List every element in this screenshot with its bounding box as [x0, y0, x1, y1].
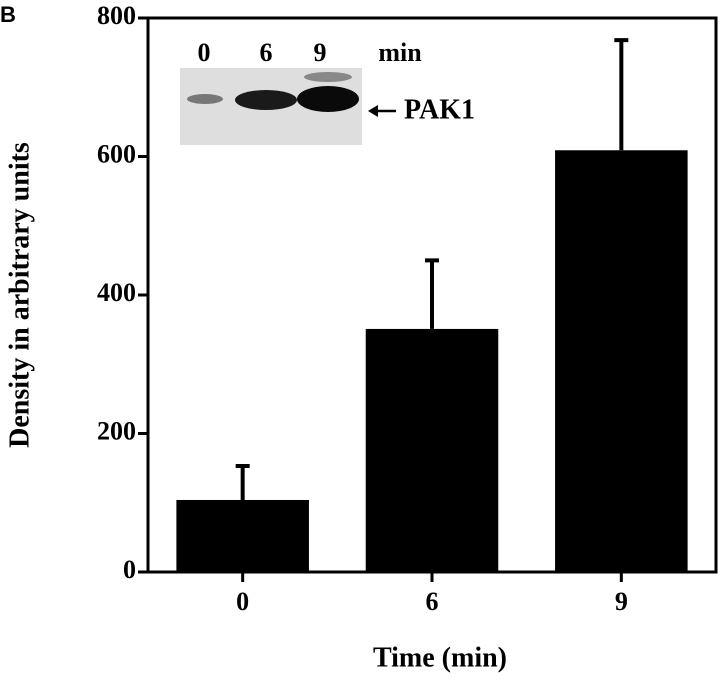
- x-tick-label: 9: [615, 587, 628, 616]
- blot-band: [187, 94, 223, 104]
- unit-label: min: [378, 38, 422, 67]
- x-tick-label: 0: [236, 587, 249, 616]
- error-bar: [425, 258, 439, 329]
- blot-band: [235, 90, 297, 110]
- error-bar: [614, 38, 629, 151]
- panel-label: B: [0, 2, 16, 27]
- band-label: PAK1: [404, 94, 475, 125]
- x-tick-label: 6: [426, 587, 439, 616]
- lane-label: 6: [260, 38, 273, 67]
- inset-blot: 0 6 9 min PAK1: [180, 38, 475, 145]
- bar: [176, 499, 309, 572]
- y-tick-label: 800: [97, 1, 136, 30]
- lane-label: 0: [198, 38, 211, 67]
- arrow-head: [368, 105, 378, 117]
- y-tick-label: 200: [97, 416, 136, 445]
- blot-band: [304, 72, 352, 82]
- y-tick-label: 400: [97, 278, 136, 307]
- y-tick-label: 0: [123, 555, 136, 584]
- y-axis-label: Density in arbitrary units: [4, 142, 35, 448]
- lane-label: 9: [314, 38, 327, 67]
- x-axis-label: Time (min): [373, 642, 507, 673]
- blot-band: [297, 86, 359, 112]
- y-tick-label: 600: [97, 139, 136, 168]
- bar: [555, 150, 688, 572]
- error-bar: [235, 464, 250, 500]
- bar: [365, 328, 499, 572]
